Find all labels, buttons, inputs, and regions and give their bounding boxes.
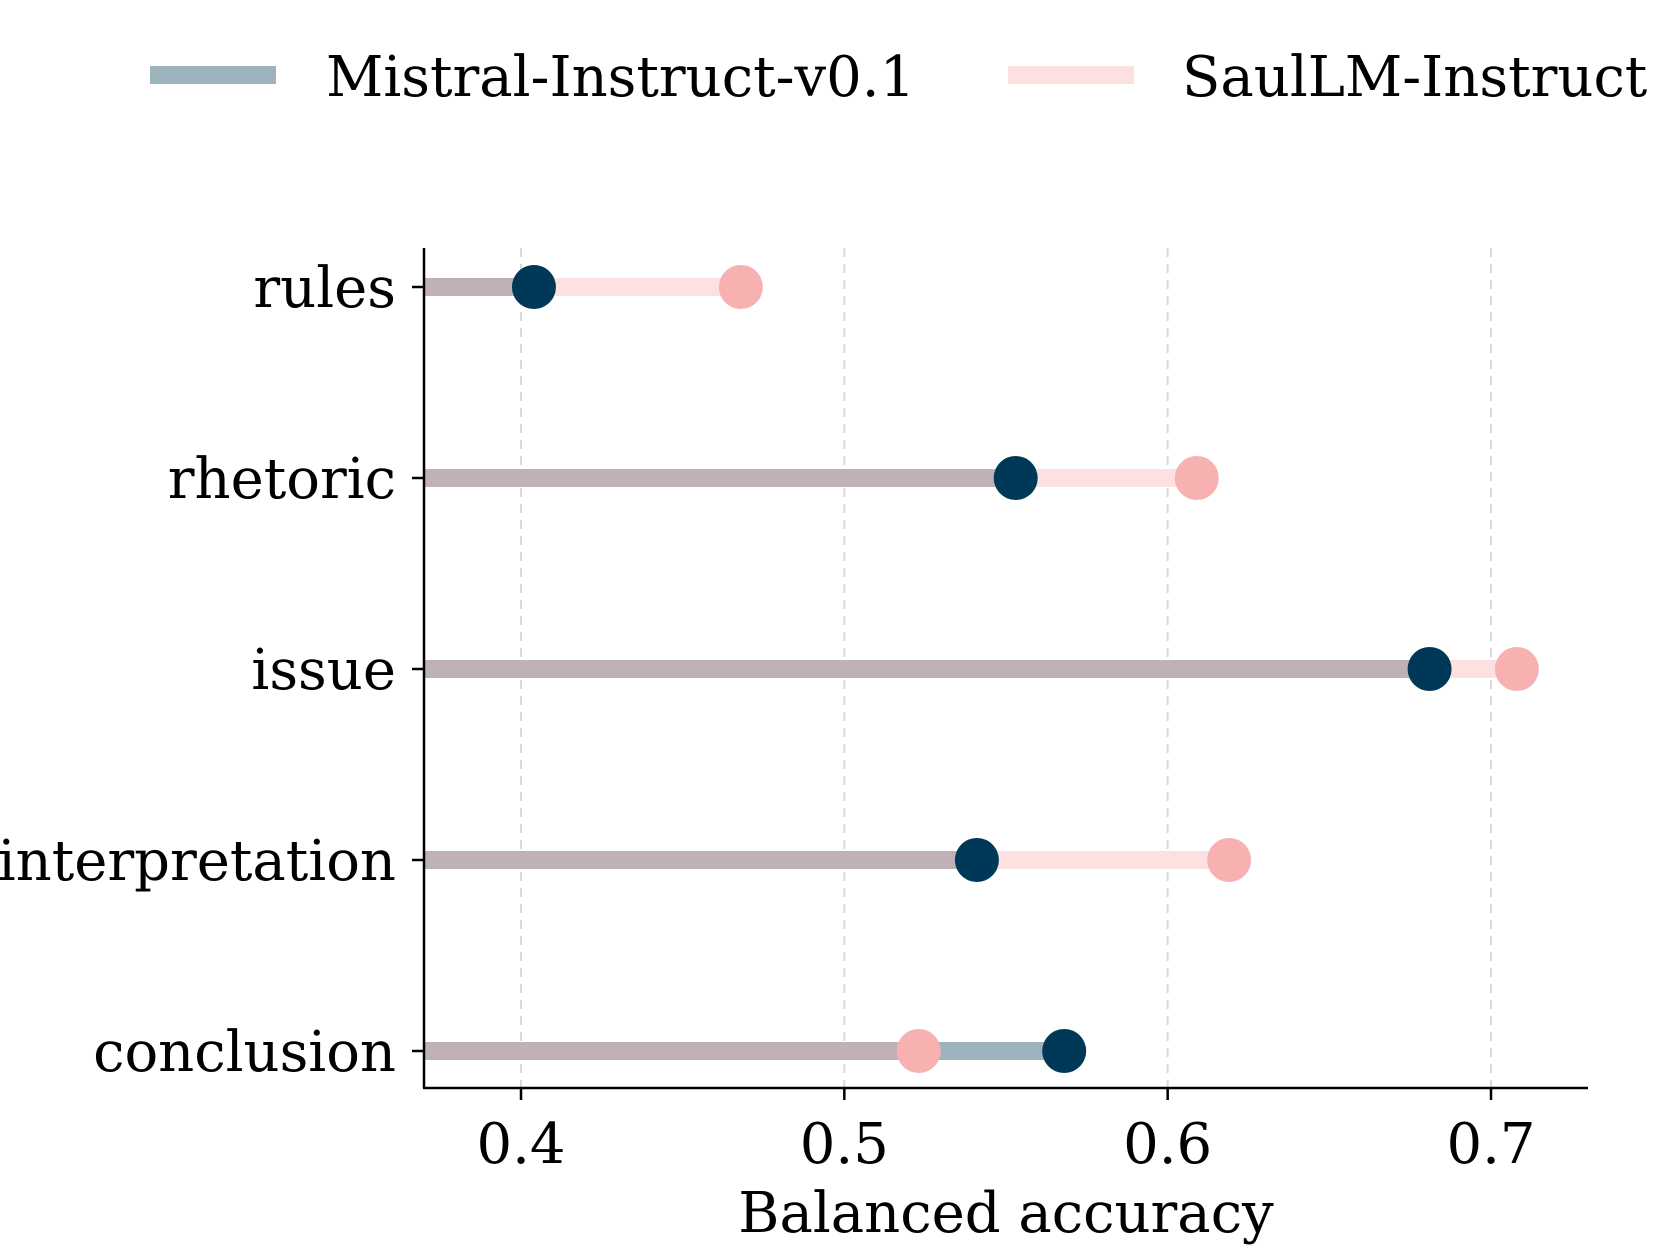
bar-extension xyxy=(1429,660,1517,678)
legend-label-saullm: SaulLM-Instruct xyxy=(1182,45,1648,110)
y-tick-label: interpretation xyxy=(0,829,396,894)
legend-swatch-saullm xyxy=(1008,66,1134,84)
bar-extension xyxy=(1015,469,1197,487)
x-tick-label: 0.4 xyxy=(476,1112,565,1177)
x-tick-label: 0.5 xyxy=(800,1112,889,1177)
dot-mistral xyxy=(511,265,556,309)
legend-label-mistral: Mistral-Instruct-v0.1 xyxy=(326,45,915,110)
bar-overlap xyxy=(424,278,534,296)
dot-saullm xyxy=(1174,456,1219,500)
x-axis-label: Balanced accuracy xyxy=(738,1181,1274,1246)
y-tick-label: conclusion xyxy=(93,1020,396,1085)
dot-saullm xyxy=(1494,647,1539,691)
bar-overlap xyxy=(424,851,977,869)
y-tick-label: rhetoric xyxy=(168,447,396,512)
dot-saullm xyxy=(718,265,763,309)
legend: Mistral-Instruct-v0.1 SaulLM-Instruct xyxy=(150,45,1648,110)
dot-saullm xyxy=(1207,838,1252,882)
y-tick-label: rules xyxy=(253,256,396,321)
bar-overlap xyxy=(424,469,1016,487)
x-tick-label: 0.6 xyxy=(1123,1112,1212,1177)
dot-mistral xyxy=(1407,647,1452,691)
y-axis-ticks: rules rhetoric issue interpretation conclusi… xyxy=(0,256,424,1085)
x-axis-ticks: 0.4 0.5 0.6 0.7 xyxy=(476,1088,1536,1177)
y-tick-label: issue xyxy=(251,638,396,703)
dot-mistral xyxy=(1042,1029,1087,1073)
dot-saullm xyxy=(896,1029,941,1073)
bar-overlap xyxy=(424,1042,919,1060)
bar-overlap xyxy=(424,660,1430,678)
legend-swatch-mistral xyxy=(150,66,276,84)
dot-mistral xyxy=(993,456,1038,500)
chart-marks xyxy=(424,265,1539,1073)
dot-mistral xyxy=(954,838,999,882)
bar-extension xyxy=(918,1042,1065,1060)
x-tick-label: 0.7 xyxy=(1446,1112,1535,1177)
bar-extension xyxy=(976,851,1230,869)
bar-extension xyxy=(533,278,741,296)
